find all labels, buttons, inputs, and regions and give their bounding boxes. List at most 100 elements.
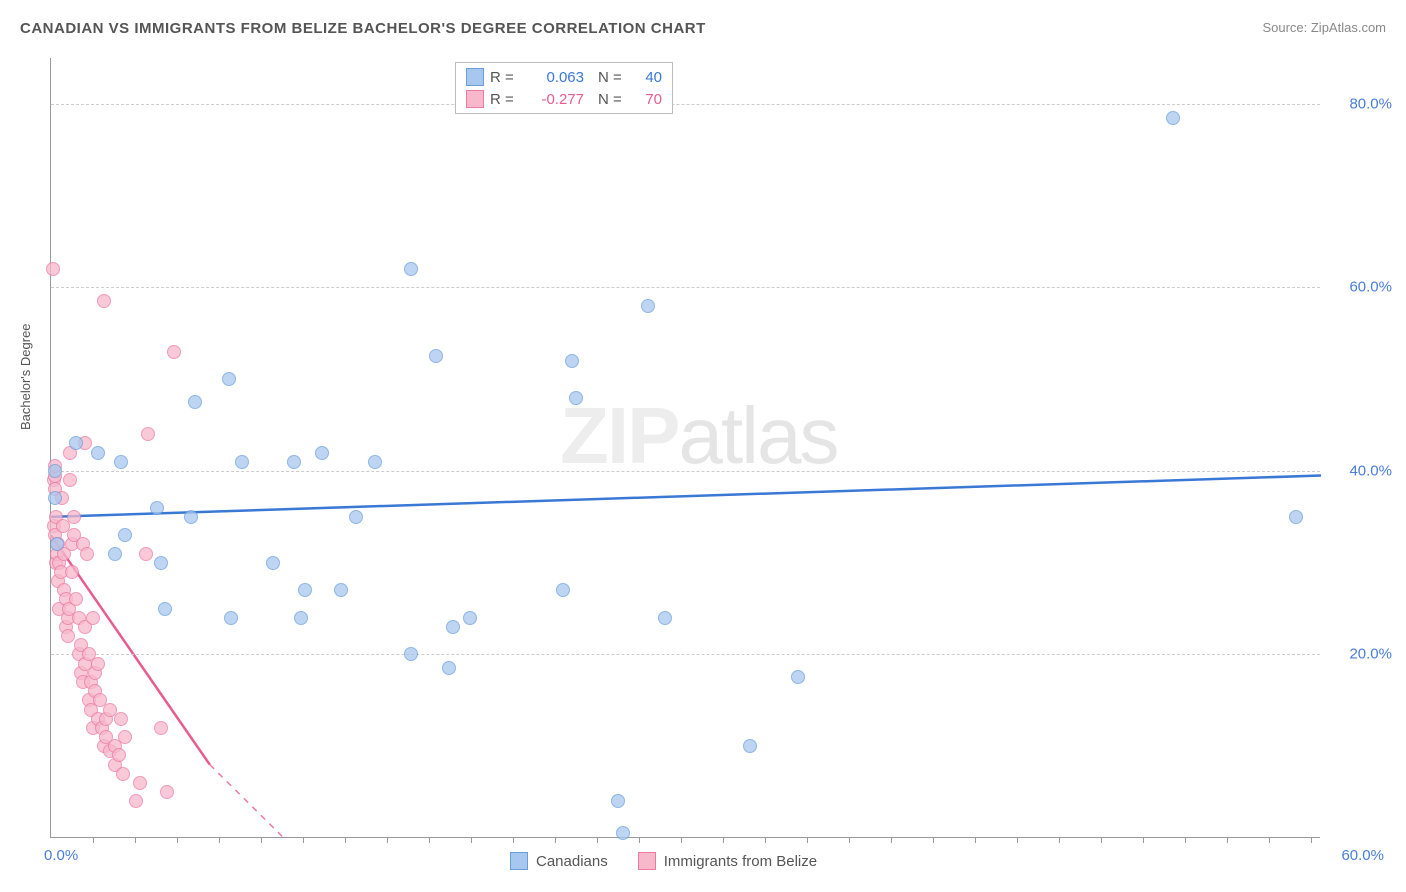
point-canadian (224, 611, 238, 625)
point-canadian (184, 510, 198, 524)
plot-svg (51, 58, 1321, 838)
plot-area (50, 58, 1320, 838)
point-canadian (641, 299, 655, 313)
legend-item: Canadians (510, 852, 608, 870)
point-belize (80, 547, 94, 561)
point-canadian (50, 537, 64, 551)
point-canadian (222, 372, 236, 386)
point-belize (46, 262, 60, 276)
point-canadian (298, 583, 312, 597)
point-canadian (1289, 510, 1303, 524)
point-belize (91, 657, 105, 671)
x-tick (513, 837, 514, 843)
r-label: R = (490, 91, 518, 108)
legend-row: R =0.063N =40 (466, 66, 662, 88)
point-canadian (69, 436, 83, 450)
y-tick-label: 20.0% (1349, 646, 1392, 663)
point-canadian (368, 455, 382, 469)
point-canadian (108, 547, 122, 561)
point-canadian (611, 794, 625, 808)
point-canadian (1166, 111, 1180, 125)
point-canadian (114, 455, 128, 469)
point-belize (118, 730, 132, 744)
x-tick (345, 837, 346, 843)
point-canadian (287, 455, 301, 469)
point-belize (141, 427, 155, 441)
x-tick (471, 837, 472, 843)
x-tick (639, 837, 640, 843)
y-tick-label: 60.0% (1349, 279, 1392, 296)
x-axis-min-label: 0.0% (44, 847, 78, 864)
x-tick (429, 837, 430, 843)
x-tick (723, 837, 724, 843)
legend-swatch (510, 852, 528, 870)
x-tick (1143, 837, 1144, 843)
point-belize (167, 345, 181, 359)
point-canadian (565, 354, 579, 368)
legend-swatch (638, 852, 656, 870)
x-tick (177, 837, 178, 843)
x-tick (135, 837, 136, 843)
legend-label: Immigrants from Belize (664, 853, 817, 870)
series-legend: Canadians Immigrants from Belize (510, 852, 817, 870)
point-belize (160, 785, 174, 799)
x-tick (261, 837, 262, 843)
y-tick-label: 80.0% (1349, 95, 1392, 112)
r-value: 0.063 (524, 69, 584, 86)
point-canadian (442, 661, 456, 675)
point-canadian (158, 602, 172, 616)
point-belize (116, 767, 130, 781)
x-tick (681, 837, 682, 843)
point-canadian (315, 446, 329, 460)
point-belize (67, 510, 81, 524)
x-tick (891, 837, 892, 843)
point-canadian (334, 583, 348, 597)
legend-swatch (466, 90, 484, 108)
point-canadian (616, 826, 630, 840)
point-belize (133, 776, 147, 790)
r-label: R = (490, 69, 518, 86)
x-tick (303, 837, 304, 843)
x-tick (1185, 837, 1186, 843)
x-tick (849, 837, 850, 843)
point-canadian (404, 647, 418, 661)
legend-row: R =-0.277N =70 (466, 88, 662, 110)
x-tick (1101, 837, 1102, 843)
x-tick (1227, 837, 1228, 843)
point-canadian (118, 528, 132, 542)
point-belize (154, 721, 168, 735)
n-label: N = (598, 91, 626, 108)
point-canadian (48, 464, 62, 478)
legend-item: Immigrants from Belize (638, 852, 817, 870)
point-canadian (150, 501, 164, 515)
point-belize (65, 565, 79, 579)
x-tick (555, 837, 556, 843)
n-value: 70 (632, 91, 662, 108)
point-canadian (48, 491, 62, 505)
x-tick (1311, 837, 1312, 843)
x-tick (1269, 837, 1270, 843)
x-tick (1059, 837, 1060, 843)
point-canadian (404, 262, 418, 276)
x-tick (765, 837, 766, 843)
point-canadian (188, 395, 202, 409)
gridline (51, 471, 1320, 472)
point-canadian (446, 620, 460, 634)
point-belize (97, 294, 111, 308)
x-axis-max-label: 60.0% (1341, 847, 1384, 864)
y-tick-label: 40.0% (1349, 462, 1392, 479)
point-canadian (294, 611, 308, 625)
point-belize (112, 748, 126, 762)
point-canadian (266, 556, 280, 570)
point-canadian (235, 455, 249, 469)
point-canadian (791, 670, 805, 684)
n-label: N = (598, 69, 626, 86)
point-canadian (349, 510, 363, 524)
point-canadian (556, 583, 570, 597)
point-belize (86, 611, 100, 625)
x-tick (219, 837, 220, 843)
point-canadian (429, 349, 443, 363)
point-canadian (154, 556, 168, 570)
point-canadian (569, 391, 583, 405)
point-belize (139, 547, 153, 561)
